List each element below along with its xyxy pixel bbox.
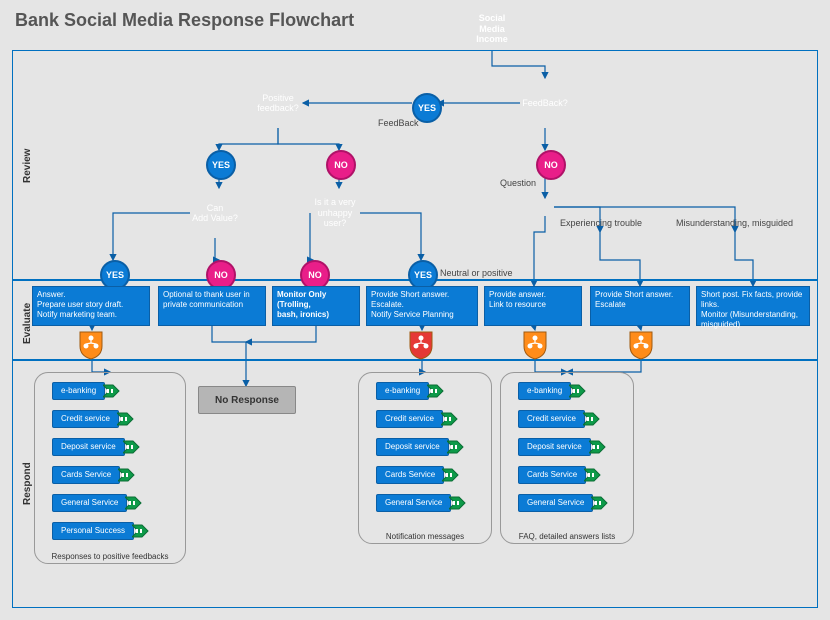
arrow-icon bbox=[583, 410, 603, 428]
evaluate-box-4: Provide answer.Link to resource bbox=[484, 286, 582, 326]
label-feedback_lbl: FeedBack bbox=[378, 118, 419, 128]
service-label: General Service bbox=[518, 494, 593, 512]
service-label: Personal Success bbox=[52, 522, 134, 540]
start-flag: SocialMediaIncome bbox=[464, 8, 520, 50]
service-item: e-banking bbox=[376, 382, 447, 400]
service-label: e-banking bbox=[52, 382, 105, 400]
service-label: e-banking bbox=[376, 382, 429, 400]
service-item: e-banking bbox=[518, 382, 589, 400]
service-item: Credit service bbox=[518, 410, 603, 428]
page-title: Bank Social Media Response Flowchart bbox=[15, 10, 354, 31]
service-label: Deposit service bbox=[376, 438, 449, 456]
service-label: Credit service bbox=[52, 410, 119, 428]
service-item: General Service bbox=[376, 494, 469, 512]
evaluate-box-3: Provide Short answer.Escalate.Notify Ser… bbox=[366, 286, 478, 326]
service-item: Cards Service bbox=[376, 466, 462, 484]
lane-review bbox=[12, 50, 818, 280]
response-group-caption: Notification messages bbox=[359, 532, 491, 541]
arrow-icon bbox=[132, 522, 152, 540]
arrow-icon bbox=[447, 438, 467, 456]
connector-fb_no: NO bbox=[536, 150, 566, 180]
label-exp_trouble: Experiencing trouble bbox=[560, 218, 642, 228]
service-item: General Service bbox=[518, 494, 611, 512]
service-label: Credit service bbox=[518, 410, 585, 428]
label-misguided: Misunderstanding, misguided bbox=[676, 218, 793, 228]
label-question_lbl: Question bbox=[500, 178, 536, 188]
service-label: Cards Service bbox=[376, 466, 444, 484]
service-label: Credit service bbox=[376, 410, 443, 428]
arrow-icon bbox=[449, 494, 469, 512]
connector-pos_no: NO bbox=[326, 150, 356, 180]
service-item: Personal Success bbox=[52, 522, 152, 540]
response-group-caption: FAQ, detailed answers lists bbox=[501, 532, 633, 541]
shield-icon-0 bbox=[78, 330, 104, 360]
lane-label-review: Review bbox=[22, 149, 33, 183]
service-label: General Service bbox=[376, 494, 451, 512]
arrow-icon bbox=[584, 466, 604, 484]
no-response-box: No Response bbox=[198, 386, 296, 414]
service-label: Deposit service bbox=[518, 438, 591, 456]
evaluate-box-1: Optional to thank user in private commun… bbox=[158, 286, 266, 326]
decision-addvalue: CanAdd Value? bbox=[190, 188, 240, 238]
service-item: Deposit service bbox=[52, 438, 143, 456]
evaluate-box-2: Monitor Only(Trolling,bash, ironics) bbox=[272, 286, 360, 326]
evaluate-box-0: Answer.Prepare user story draft.Notify m… bbox=[32, 286, 150, 326]
shield-icon-1 bbox=[408, 330, 434, 360]
service-item: Deposit service bbox=[376, 438, 467, 456]
arrow-icon bbox=[117, 410, 137, 428]
arrow-icon bbox=[442, 466, 462, 484]
arrow-icon bbox=[427, 382, 447, 400]
arrow-icon bbox=[589, 438, 609, 456]
label-neutral: Neutral or positive bbox=[440, 268, 513, 278]
shield-icon-3 bbox=[628, 330, 654, 360]
service-item: Cards Service bbox=[52, 466, 138, 484]
decision-feedback: FeedBack? bbox=[520, 78, 570, 128]
service-item: e-banking bbox=[52, 382, 123, 400]
service-item: Cards Service bbox=[518, 466, 604, 484]
arrow-icon bbox=[123, 438, 143, 456]
decision-positive: Positivefeedback? bbox=[253, 78, 303, 128]
service-item: Deposit service bbox=[518, 438, 609, 456]
evaluate-box-6: Short post. Fix facts, provide links.Mon… bbox=[696, 286, 810, 326]
decision-unhappy: Is it a veryunhappyuser? bbox=[310, 188, 360, 238]
shield-icon-2 bbox=[522, 330, 548, 360]
arrow-icon bbox=[103, 382, 123, 400]
arrow-icon bbox=[118, 466, 138, 484]
arrow-icon bbox=[591, 494, 611, 512]
service-label: e-banking bbox=[518, 382, 571, 400]
service-item: Credit service bbox=[52, 410, 137, 428]
response-group-caption: Responses to positive feedbacks bbox=[35, 552, 185, 561]
service-label: General Service bbox=[52, 494, 127, 512]
service-label: Deposit service bbox=[52, 438, 125, 456]
service-item: General Service bbox=[52, 494, 145, 512]
service-label: Cards Service bbox=[518, 466, 586, 484]
service-item: Credit service bbox=[376, 410, 461, 428]
service-label: Cards Service bbox=[52, 466, 120, 484]
arrow-icon bbox=[441, 410, 461, 428]
arrow-icon bbox=[125, 494, 145, 512]
arrow-icon bbox=[569, 382, 589, 400]
evaluate-box-5: Provide Short answer.Escalate bbox=[590, 286, 690, 326]
lane-label-respond: Respond bbox=[22, 462, 33, 505]
decision-question bbox=[536, 198, 554, 216]
connector-pos_yes: YES bbox=[206, 150, 236, 180]
